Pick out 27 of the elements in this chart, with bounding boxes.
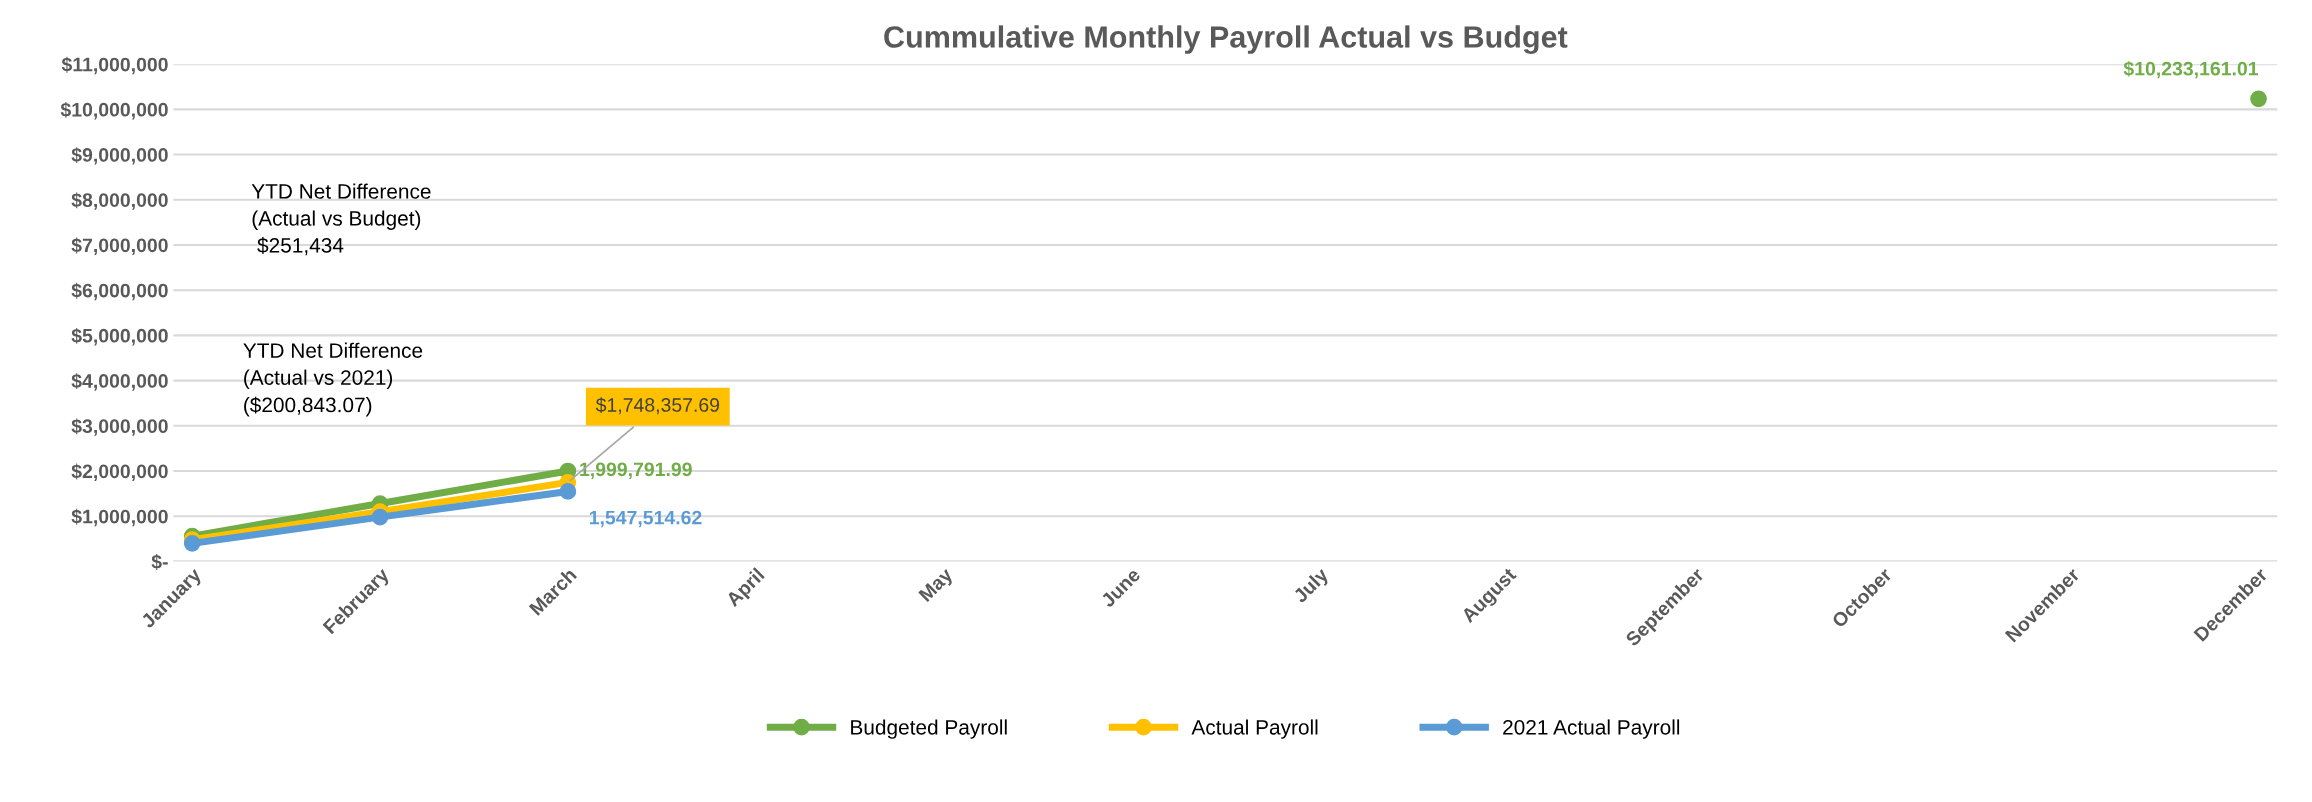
y-tick-label: $5,000,000: [71, 328, 168, 346]
data-label: 1,547,514.62: [589, 510, 702, 528]
x-tick-label: July: [1291, 566, 1333, 607]
y-tick-label: $10,000,000: [60, 101, 168, 120]
data-label: $10,233,161.01: [2123, 60, 2259, 79]
y-tick-label: $8,000,000: [71, 192, 168, 210]
legend-label: 2021 Actual Payroll: [1503, 719, 1680, 739]
y-tick-label: $7,000,000: [71, 237, 168, 256]
y-tick-label: $9,000,000: [71, 147, 168, 165]
annotation: YTD Net Difference (Actual vs 2021) ($200,843.07): [243, 342, 423, 417]
y-tick-label: $11,000,000: [61, 56, 168, 75]
x-tick-label: May: [918, 566, 957, 605]
y-tick-label: $6,000,000: [71, 282, 168, 301]
point: [2250, 90, 2267, 108]
data-label: 1,999,791.99: [580, 462, 692, 480]
annotation: YTD Net Difference (Actual vs Budget) $251,434: [251, 183, 431, 256]
chart-title: Cummulative Monthly Payroll Actual vs Budget: [884, 25, 1568, 54]
y-tick-label: $2,000,000: [71, 463, 168, 482]
y-tick-label: $1,000,000: [71, 508, 168, 527]
legend-label: Budgeted Payroll: [851, 719, 1007, 739]
data-label: $1,748,357.69: [595, 397, 720, 415]
y-tick-label: $-: [151, 554, 168, 570]
point: [559, 483, 577, 500]
y-tick-label: $3,000,000: [71, 418, 168, 436]
y-tick-label: $4,000,000: [71, 373, 168, 391]
legend-label: Actual Payroll: [1191, 719, 1318, 739]
point: [371, 508, 389, 526]
